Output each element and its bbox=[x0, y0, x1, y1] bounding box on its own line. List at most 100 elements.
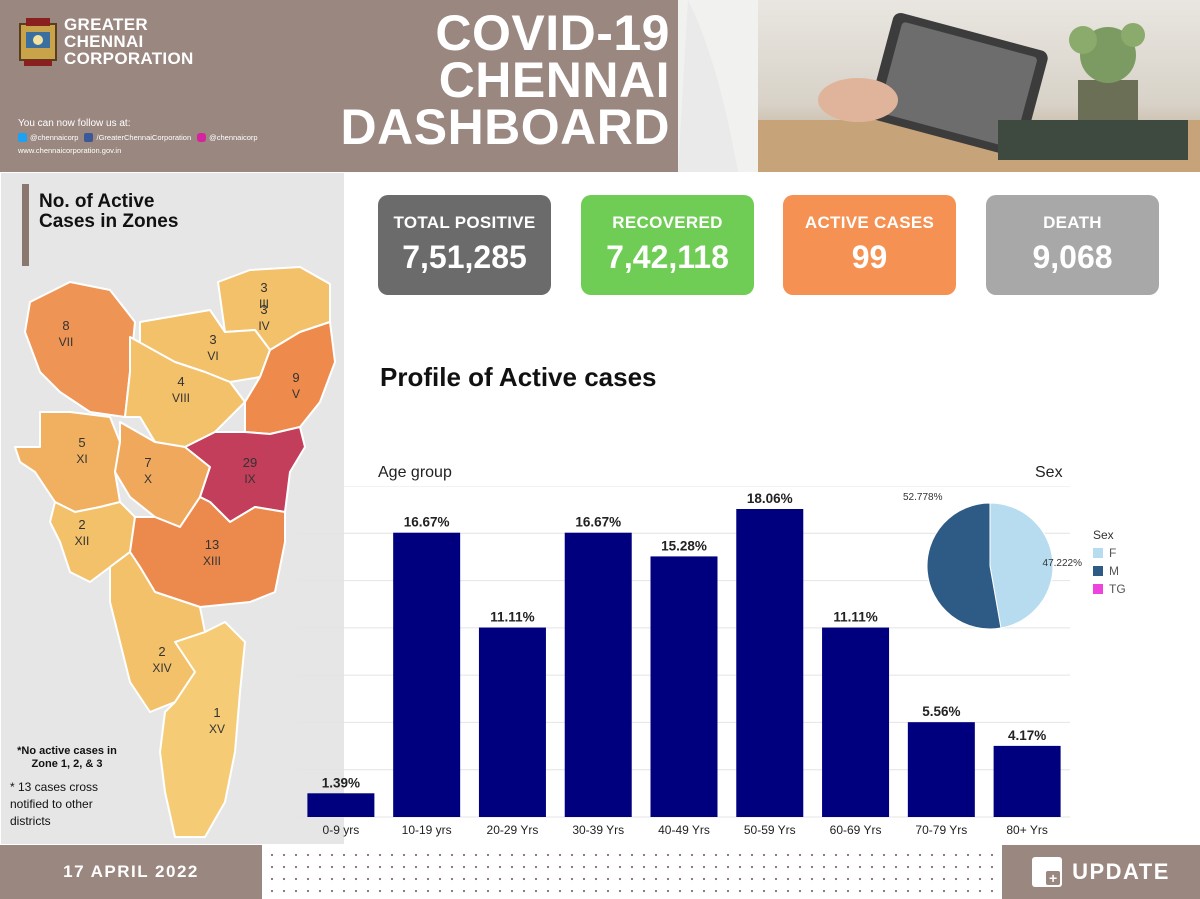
age-chart-title: Age group bbox=[378, 464, 452, 481]
header-photo bbox=[678, 0, 1200, 172]
kpi-value: 7,42,118 bbox=[606, 239, 729, 275]
zone-xi-count: 5 bbox=[78, 435, 85, 450]
kpi-active-cases: ACTIVE CASES 99 bbox=[783, 195, 956, 295]
zone-ix-count: 29 bbox=[243, 455, 257, 470]
x-tick-label: 20-29 Yrs bbox=[487, 823, 539, 837]
bar-7[interactable] bbox=[907, 722, 975, 817]
org-name-line-1: GREATER bbox=[64, 15, 148, 34]
kpi-label: DEATH bbox=[1043, 213, 1102, 232]
bar-2[interactable] bbox=[478, 627, 546, 817]
bar-3[interactable] bbox=[564, 532, 632, 817]
bar-1[interactable] bbox=[393, 532, 461, 817]
x-tick-label: 50-59 Yrs bbox=[744, 823, 796, 837]
legend-swatch bbox=[1093, 566, 1103, 576]
dotted-pattern bbox=[262, 845, 1002, 899]
footer: 17 APRIL 2022 + UPDATE bbox=[0, 845, 1200, 899]
dashboard-title: COVID-19 CHENNAI DASHBOARD bbox=[300, 8, 670, 155]
pie-slice-m[interactable] bbox=[926, 502, 1002, 630]
zone-xiv-count: 2 bbox=[158, 644, 165, 659]
zone-xii-label: XII bbox=[75, 534, 90, 548]
kpi-label: RECOVERED bbox=[612, 213, 723, 232]
bar-value-label: 16.67% bbox=[575, 515, 621, 530]
zone-xii-count: 2 bbox=[78, 517, 85, 532]
bar-5[interactable] bbox=[736, 509, 804, 817]
instagram-handle[interactable]: @chennaicorp bbox=[209, 133, 258, 142]
kpi-recovered: RECOVERED 7,42,118 bbox=[581, 195, 754, 295]
zone-iii-label: III bbox=[259, 297, 269, 311]
zone-viii-count: 4 bbox=[177, 374, 184, 389]
section-title: Profile of Active cases bbox=[380, 362, 657, 392]
bar-value-label: 16.67% bbox=[404, 515, 450, 530]
doctor-tablet-illustration bbox=[678, 0, 1200, 172]
zone-vi-label: VI bbox=[207, 349, 218, 363]
cross-notified-note: * 13 cases cross notified to other distr… bbox=[10, 780, 99, 828]
zone-vi-count: 3 bbox=[209, 332, 216, 347]
zone-map: III3IV3VII8VI3VIII4V9XI5X7IX29XII2XIII13… bbox=[0, 172, 345, 845]
kpi-label: TOTAL POSITIVE bbox=[393, 213, 536, 232]
org-name-line-3: CORPORATION bbox=[64, 49, 194, 68]
x-tick-label: 60-69 Yrs bbox=[830, 823, 882, 837]
zone-xv-label: XV bbox=[209, 722, 225, 736]
zone-xiii-label: XIII bbox=[203, 554, 221, 568]
x-tick-label: 80+ Yrs bbox=[1006, 823, 1047, 837]
logo-block: GREATER CHENNAI CORPORATION bbox=[16, 14, 236, 74]
x-tick-label: 70-79 Yrs bbox=[915, 823, 967, 837]
update-date: 17 APRIL 2022 bbox=[0, 845, 262, 899]
facebook-handle[interactable]: /GreaterChennaiCorporation bbox=[96, 133, 192, 142]
zone-iii-count: 3 bbox=[260, 280, 267, 295]
corporation-seal-icon bbox=[19, 18, 57, 66]
title-line-3: DASHBOARD bbox=[340, 99, 670, 155]
kpi-value: 7,51,285 bbox=[402, 239, 527, 275]
legend-item-m[interactable]: M bbox=[1093, 562, 1126, 580]
bar-value-label: 18.06% bbox=[747, 491, 793, 506]
facebook-icon bbox=[84, 133, 94, 142]
bar-value-label: 5.56% bbox=[922, 704, 960, 719]
legend-item-f[interactable]: F bbox=[1093, 544, 1126, 562]
twitter-handle[interactable]: @chennaicorp bbox=[30, 133, 79, 142]
zone-vii-label: VII bbox=[59, 335, 74, 349]
sex-chart-title: Sex bbox=[1035, 464, 1063, 481]
zone-x-label: X bbox=[144, 472, 152, 486]
kpi-value: 9,068 bbox=[1032, 239, 1113, 275]
kpi-value: 99 bbox=[851, 239, 888, 275]
pie-label-m: 52.778% bbox=[903, 492, 943, 503]
zone-vii-count: 8 bbox=[62, 318, 69, 333]
zone-iv-label: IV bbox=[258, 319, 269, 333]
zone-x-count: 7 bbox=[144, 455, 151, 470]
x-tick-label: 30-39 Yrs bbox=[572, 823, 624, 837]
legend-item-tg[interactable]: TG bbox=[1093, 580, 1126, 598]
legend-title: Sex bbox=[1093, 528, 1114, 542]
legend-label: TG bbox=[1109, 582, 1126, 596]
sex-pie-chart: 47.222% 52.778% bbox=[903, 492, 1083, 630]
bar-4[interactable] bbox=[650, 556, 718, 817]
kpi-total-positive: TOTAL POSITIVE 7,51,285 bbox=[378, 195, 551, 295]
follow-title: You can now follow us at: bbox=[18, 118, 131, 129]
zone-xv-shape[interactable] bbox=[159, 621, 246, 838]
legend-swatch bbox=[1093, 584, 1103, 594]
bar-value-label: 1.39% bbox=[322, 775, 360, 790]
zones-title: No. of Active Cases in Zones bbox=[22, 184, 182, 266]
zone-viii-label: VIII bbox=[172, 391, 190, 405]
pie-label-f: 47.222% bbox=[1043, 558, 1083, 569]
update-button[interactable]: + UPDATE bbox=[1002, 845, 1200, 899]
zones-panel: III 3 IV 3 VII 8 VI 3 VIII 4 V 9 XI 5 X 7 IX 29 XII 2 XIII 13… bbox=[0, 172, 345, 845]
bar-0[interactable] bbox=[307, 793, 375, 817]
website-link[interactable]: www.chennaicorporation.gov.in bbox=[18, 146, 122, 155]
legend-label: F bbox=[1109, 546, 1117, 560]
zone-xv-count: 1 bbox=[213, 705, 220, 720]
pie-slice-f[interactable] bbox=[989, 502, 1054, 629]
legend-label: M bbox=[1109, 564, 1119, 578]
bar-6[interactable] bbox=[822, 627, 890, 817]
add-update-icon: + bbox=[1032, 857, 1063, 887]
bar-value-label: 4.17% bbox=[1008, 728, 1046, 743]
social-row: @chennaicorp /GreaterChennaiCorporation … bbox=[18, 133, 318, 142]
bar-value-label: 15.28% bbox=[661, 538, 707, 553]
no-cases-note: *No active cases in Zone 1, 2, & 3 bbox=[17, 745, 117, 770]
zone-v-count: 9 bbox=[292, 370, 299, 385]
bar-8[interactable] bbox=[993, 745, 1061, 817]
zone-ix-label: IX bbox=[244, 472, 255, 486]
legend-swatch bbox=[1093, 548, 1103, 558]
zone-v-label: V bbox=[292, 387, 300, 401]
zone-xi-label: XI bbox=[76, 452, 87, 466]
title-line-2: CHENNAI bbox=[438, 52, 670, 108]
